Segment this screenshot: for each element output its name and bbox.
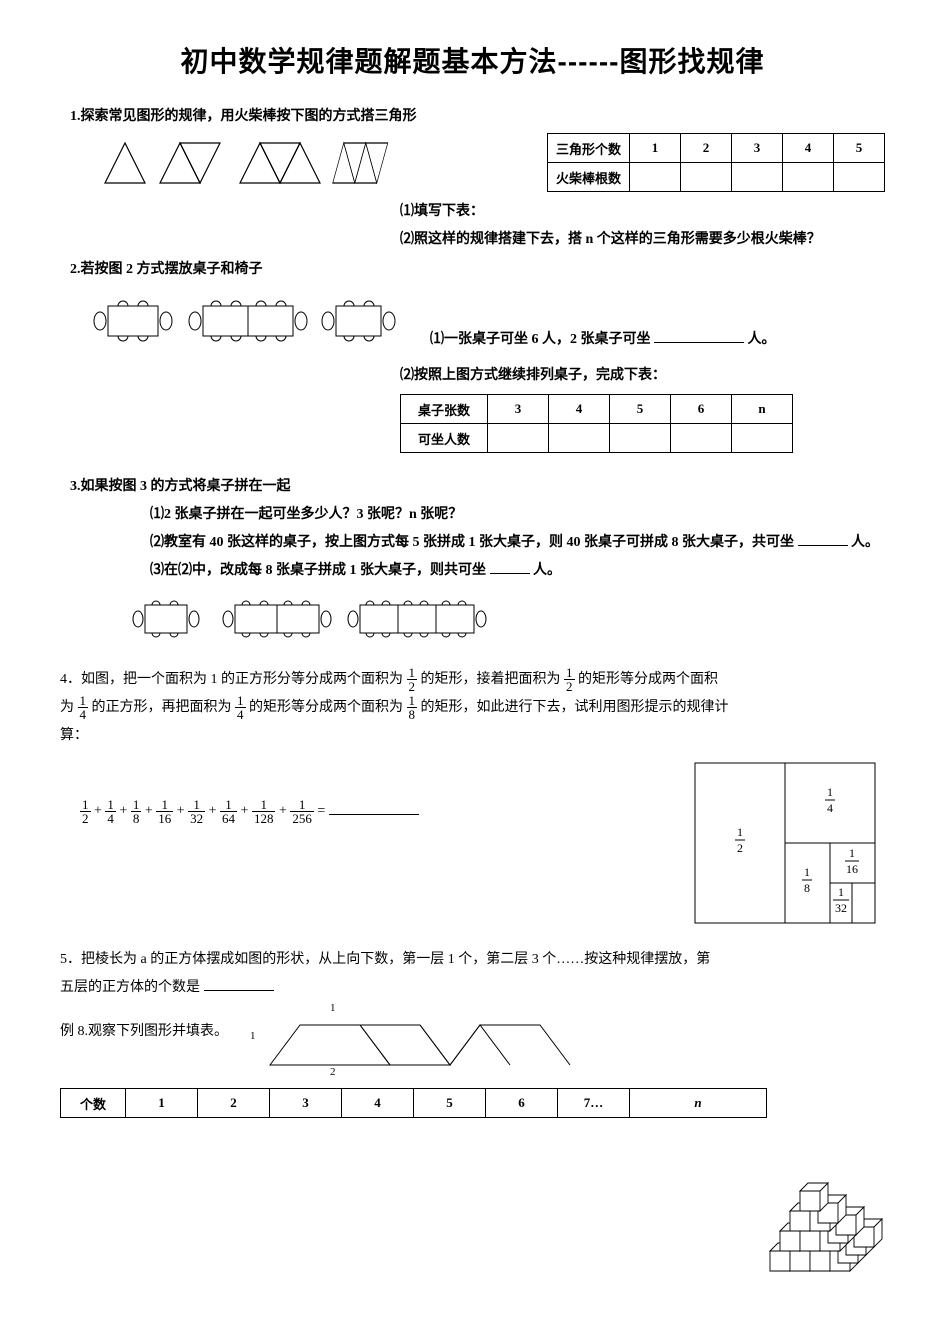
svg-text:32: 32	[835, 901, 847, 915]
q2-prompt: 2.若按图 2 方式摆放桌子和椅子	[70, 258, 885, 278]
q1-th-3: 3	[732, 134, 783, 163]
svg-text:8: 8	[804, 881, 810, 895]
q5-prompt: 5．把棱长为 a 的正方体摆成如图的形状，从上向下数，第一层 1 个，第二层 3…	[60, 946, 885, 1002]
page-title: 初中数学规律题解题基本方法------图形找规律	[60, 40, 885, 80]
q8-label-top1: 1	[330, 1002, 336, 1014]
page: 初中数学规律题解题基本方法------图形找规律 1.探索常见图形的规律，用火柴…	[0, 0, 945, 1331]
q2-tables-figure	[90, 286, 410, 356]
svg-text:1: 1	[849, 846, 855, 860]
q3-blank-1	[798, 531, 848, 546]
q1-th-5: 5	[834, 134, 885, 163]
q1-sub2: ⑵照这样的规律搭建下去，搭 n 个这样的三角形需要多少根火柴棒？	[400, 228, 885, 248]
svg-text:2: 2	[737, 841, 743, 855]
q1-triangles-figure	[100, 133, 390, 188]
q4-series: 12 + 14 + 18 + 116 + 132 + 164 + 1128 + …	[60, 758, 500, 825]
q2-blank-1	[654, 328, 744, 343]
q3-sub1: ⑴2 张桌子拼在一起可坐多少人？3 张呢？n 张呢？	[150, 503, 885, 523]
q1-th-4: 4	[783, 134, 834, 163]
q3-sub2: ⑵教室有 40 张这样的桌子，按上图方式每 5 张拼成 1 张大桌子，则 40 …	[150, 531, 885, 551]
q8-table: 个数 1 2 3 4 5 6 7… n	[60, 1088, 767, 1118]
q4-prompt: 4．如图，把一个面积为 1 的正方形分等分成两个面积为 12 的矩形，接着把面积…	[60, 666, 885, 750]
svg-text:1: 1	[827, 785, 833, 799]
svg-text:16: 16	[846, 862, 858, 876]
svg-text:4: 4	[827, 801, 833, 815]
q4-blank	[329, 800, 419, 815]
q1-row2-label: 火柴棒根数	[547, 163, 629, 192]
q3-prompt: 3.如果按图 3 的方式将桌子拼在一起	[70, 475, 885, 495]
q8-trapezoid-figure	[260, 1010, 580, 1080]
q8-label-left1: 1	[250, 1030, 256, 1042]
svg-text:1: 1	[804, 865, 810, 879]
q8-label-bot: 2	[330, 1066, 336, 1078]
cube-pyramid-figure	[765, 1141, 915, 1291]
svg-text:1: 1	[737, 825, 743, 839]
q4-square-diagram: 12 14 18 116 132	[685, 758, 885, 928]
q3-sub3: ⑶在⑵中，改成每 8 张桌子拼成 1 张大桌子，则共可坐 人。	[150, 559, 885, 579]
q3-blank-2	[490, 559, 530, 574]
svg-text:1: 1	[838, 885, 844, 899]
q1-th-2: 2	[681, 134, 732, 163]
q2-sub2: ⑵按照上图方式继续排列桌子，完成下表：	[400, 364, 885, 384]
q5-blank	[204, 976, 274, 991]
q2-table: 桌子张数 3 4 5 6 n 可坐人数	[400, 394, 793, 453]
q1-th-0: 三角形个数	[547, 134, 629, 163]
q2-sub1: ⑴一张桌子可坐 6 人，2 张桌子可坐 人。	[430, 328, 776, 348]
q3-tables-figure	[130, 587, 490, 652]
q1-th-1: 1	[630, 134, 681, 163]
q1-sub1: ⑴填写下表：	[400, 200, 885, 220]
q1-table: 三角形个数 1 2 3 4 5 火柴棒根数	[547, 133, 885, 192]
q1-prompt: 1.探索常见图形的规律，用火柴棒按下图的方式搭三角形	[70, 105, 885, 125]
